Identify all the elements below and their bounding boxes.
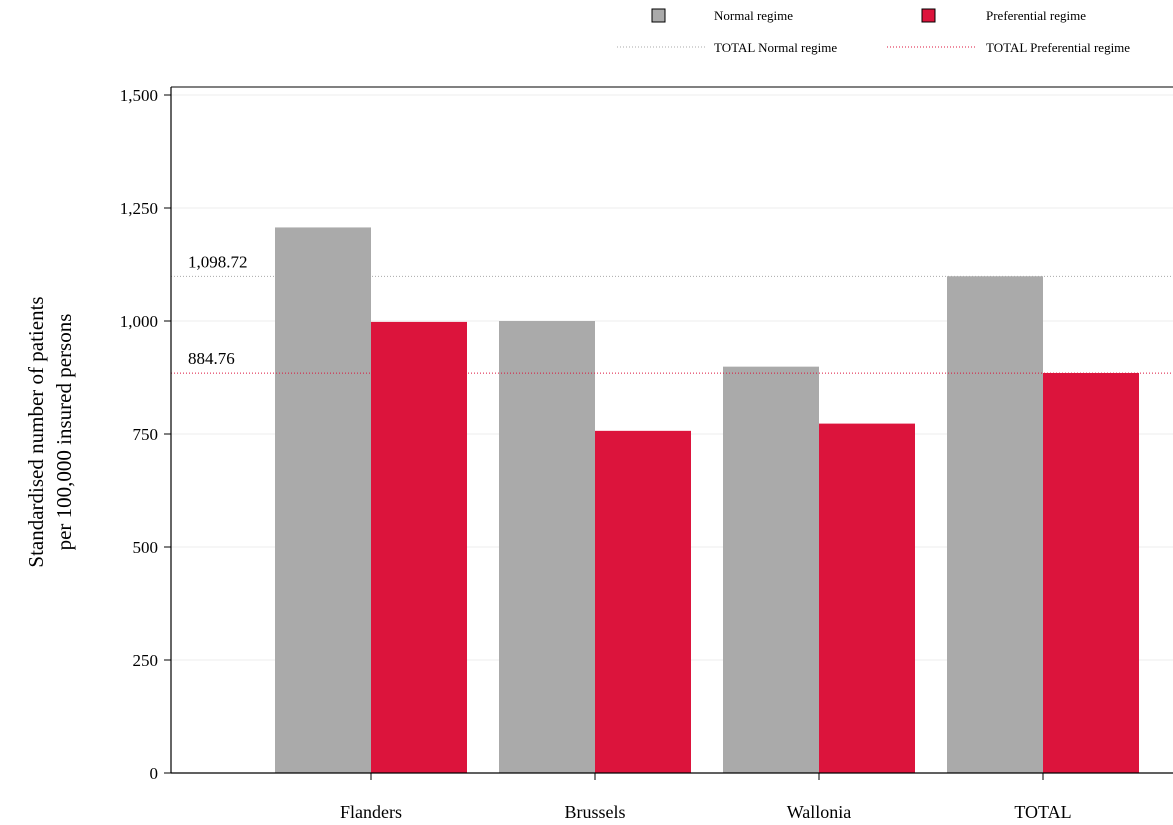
ref-label-total-preferential-regime: 884.76 xyxy=(188,349,235,368)
bar-flanders-normal-regime xyxy=(275,227,371,773)
y-tick-label-1000: 1,000 xyxy=(120,312,158,331)
y-ticks: 0 250 500 750 1,000 1,250 1,500 xyxy=(120,86,171,783)
legend: Normal regime Preferential regime TOTAL … xyxy=(617,8,1130,55)
y-axis-title-line-2: per 100,000 insured persons xyxy=(52,314,76,551)
legend-label-normal-regime: Normal regime xyxy=(714,8,793,23)
bar-total-preferential-regime xyxy=(1043,372,1139,773)
bar-brussels-normal-regime xyxy=(499,321,595,773)
axes xyxy=(170,86,1173,774)
bar-wallonia-preferential-regime xyxy=(819,423,915,773)
ref-label-total-normal-regime: 1,098.72 xyxy=(188,252,248,271)
y-tick-label-500: 500 xyxy=(133,538,159,557)
bar-flanders-preferential-regime xyxy=(371,321,467,773)
y-tick-label-250: 250 xyxy=(133,651,159,670)
x-tick-label-flanders: Flanders xyxy=(340,802,402,822)
y-tick-label-1250: 1,250 xyxy=(120,199,158,218)
bars xyxy=(275,227,1139,773)
legend-swatch-normal-regime xyxy=(651,8,666,23)
y-axis-title: Standardised number of patients per 100,… xyxy=(24,296,76,567)
y-tick-label-1500: 1,500 xyxy=(120,86,158,105)
legend-label-total-normal-regime: TOTAL Normal regime xyxy=(714,40,837,55)
x-ticks: Flanders Brussels Wallonia TOTAL xyxy=(340,773,1072,822)
bar-total-normal-regime xyxy=(947,276,1043,773)
y-axis-title-line-1: Standardised number of patients xyxy=(24,296,48,567)
x-tick-label-total: TOTAL xyxy=(1014,802,1071,822)
bar-brussels-preferential-regime xyxy=(595,430,691,773)
y-tick-label-750: 750 xyxy=(133,425,159,444)
legend-label-preferential-regime: Preferential regime xyxy=(986,8,1086,23)
legend-label-total-preferential-regime: TOTAL Preferential regime xyxy=(986,40,1130,55)
legend-swatch-preferential-regime xyxy=(921,8,936,23)
bar-wallonia-normal-regime xyxy=(723,366,819,773)
y-tick-label-0: 0 xyxy=(150,764,159,783)
x-tick-label-brussels: Brussels xyxy=(564,802,625,822)
x-tick-label-wallonia: Wallonia xyxy=(787,802,852,822)
reference-lines: 1,098.72 884.76 xyxy=(171,252,1173,374)
